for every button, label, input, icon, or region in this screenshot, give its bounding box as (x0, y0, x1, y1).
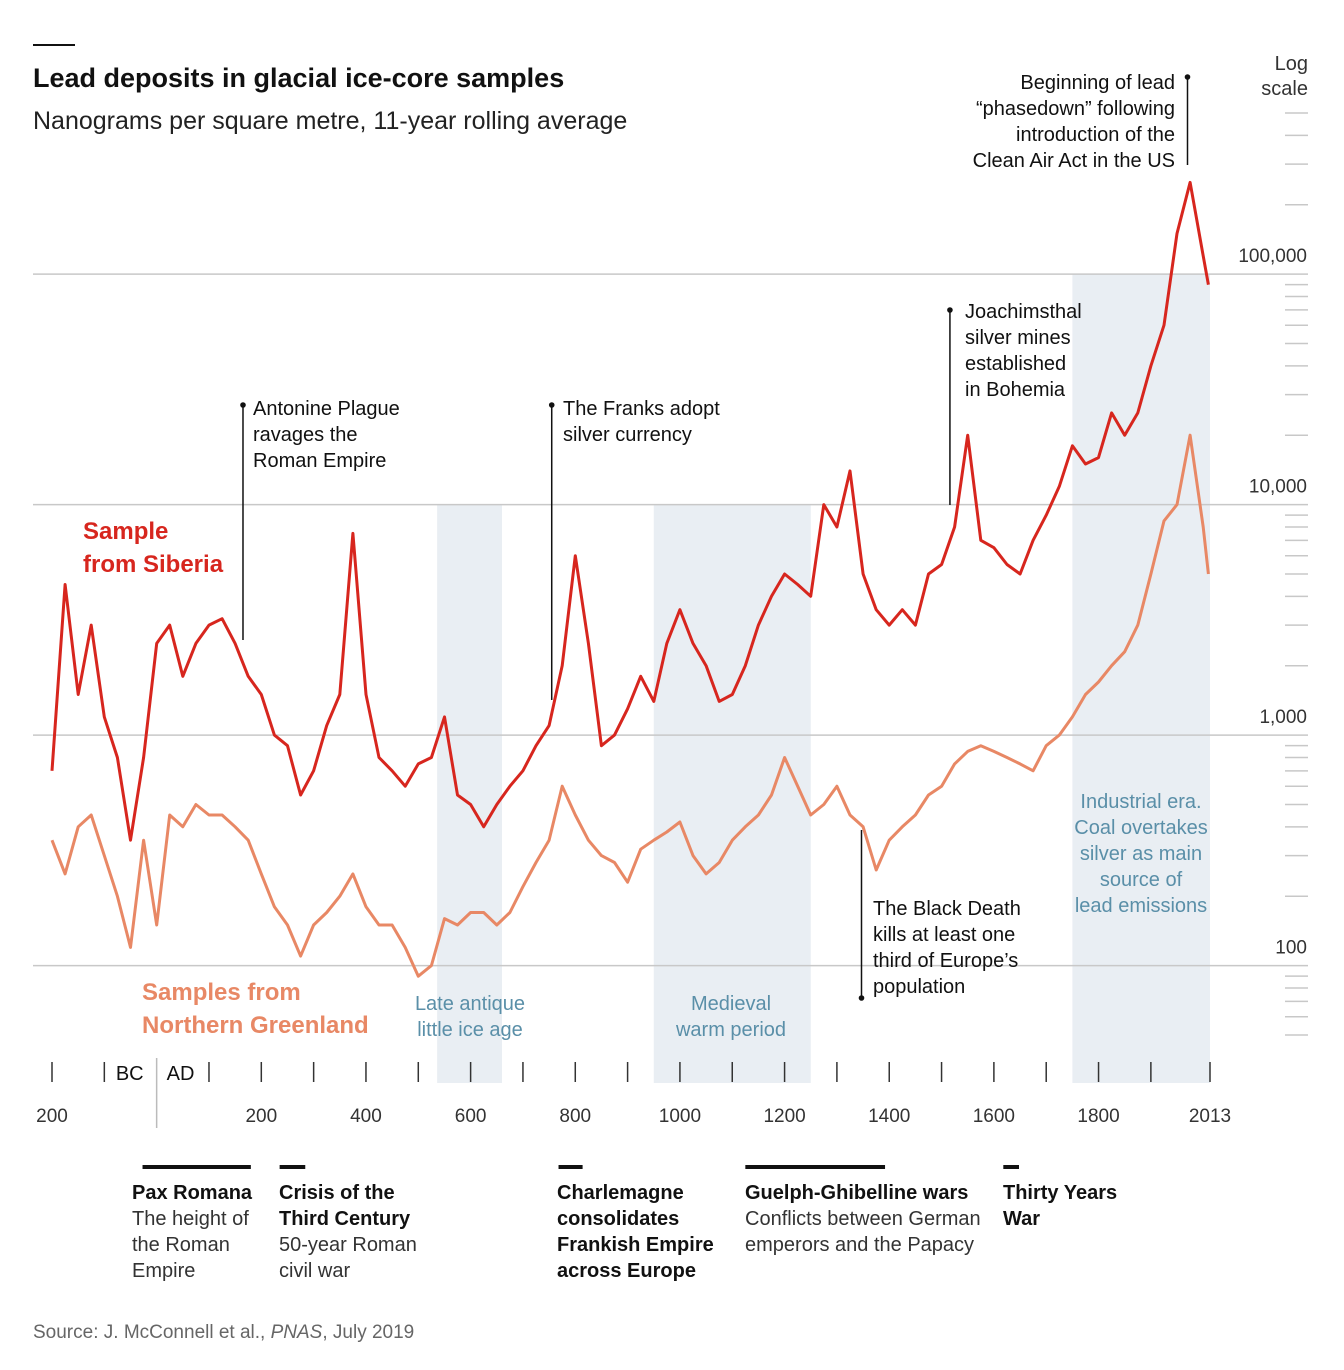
shaded-period-label: Late antique little ice age (414, 993, 526, 1041)
shaded-period-label: Industrial era. Coal overtakes silver as… (1074, 791, 1208, 917)
x-tick-label: 600 (455, 1106, 487, 1127)
x-tick-label: 1800 (1077, 1106, 1119, 1127)
chart-subtitle: Nanograms per square metre, 11-year roll… (33, 107, 627, 135)
period-title: Charlemagne consolidates Frankish Empire… (557, 1182, 714, 1282)
source-suffix: , July 2019 (322, 1322, 414, 1343)
era-label: AD (167, 1063, 195, 1085)
series-line (50, 180, 1210, 842)
era-label: BC (116, 1063, 144, 1085)
annotation: Beginning of lead “phasedown” following … (972, 72, 1175, 172)
source-journal: PNAS (271, 1322, 323, 1343)
y-tick-label: 100,000 (1238, 246, 1307, 267)
period-title: Thirty Years War (1003, 1182, 1118, 1230)
x-tick-label: 1400 (868, 1106, 910, 1127)
annotation: The Franks adopt silver currency (563, 398, 720, 446)
period-text: 50-year Roman civil war (279, 1234, 417, 1282)
period-title: Crisis of the Third Century (279, 1182, 411, 1230)
source-prefix: Source: J. McConnell et al., (33, 1322, 271, 1343)
period-text: Conflicts between German emperors and th… (745, 1208, 981, 1256)
source: Source: J. McConnell et al., PNAS, July … (33, 1322, 414, 1343)
annotation-dot (1184, 74, 1191, 80)
shaded-period (1072, 274, 1210, 1084)
period-title: Guelph-Ghibelline wars (745, 1182, 969, 1204)
shaded-period (437, 504, 503, 1084)
series-label: Samples from Northern Greenland (142, 979, 369, 1039)
shaded-period-label: Medieval warm period (675, 993, 787, 1041)
y-tick-label: 10,000 (1249, 477, 1307, 498)
x-tick-label: 1200 (763, 1106, 805, 1127)
x-tick-label: 2013 (1189, 1106, 1231, 1127)
y-tick-label: 1,000 (1259, 707, 1307, 728)
shaded-period (653, 504, 811, 1084)
annotation-dot (858, 995, 865, 1001)
x-tick-label: 1000 (659, 1106, 701, 1127)
annotation: Antonine Plague ravages the Roman Empire (253, 398, 400, 472)
x-tick-label: 200 (36, 1106, 68, 1127)
annotation: Joachimsthal silver mines established in… (965, 301, 1082, 401)
x-tick-label: 1600 (973, 1106, 1015, 1127)
chart-title: Lead deposits in glacial ice-core sample… (33, 63, 564, 93)
y-tick-label: 100 (1275, 938, 1307, 959)
y-axis-label: Log scale (1261, 53, 1308, 100)
annotation-dot (947, 307, 953, 313)
annotation: The Black Death kills at least one third… (873, 898, 1021, 998)
annotation-dot (548, 402, 555, 408)
period-title: Pax Romana (132, 1182, 253, 1204)
x-tick-label: 800 (559, 1106, 591, 1127)
x-tick-label: 200 (245, 1106, 277, 1127)
annotation-dot (240, 402, 246, 408)
series-line (50, 433, 1210, 978)
period-text: The height of the Roman Empire (132, 1208, 249, 1282)
series-label: Sample from Siberia (83, 518, 224, 578)
x-tick-label: 400 (350, 1106, 382, 1127)
shaded-periods (437, 274, 1210, 1084)
